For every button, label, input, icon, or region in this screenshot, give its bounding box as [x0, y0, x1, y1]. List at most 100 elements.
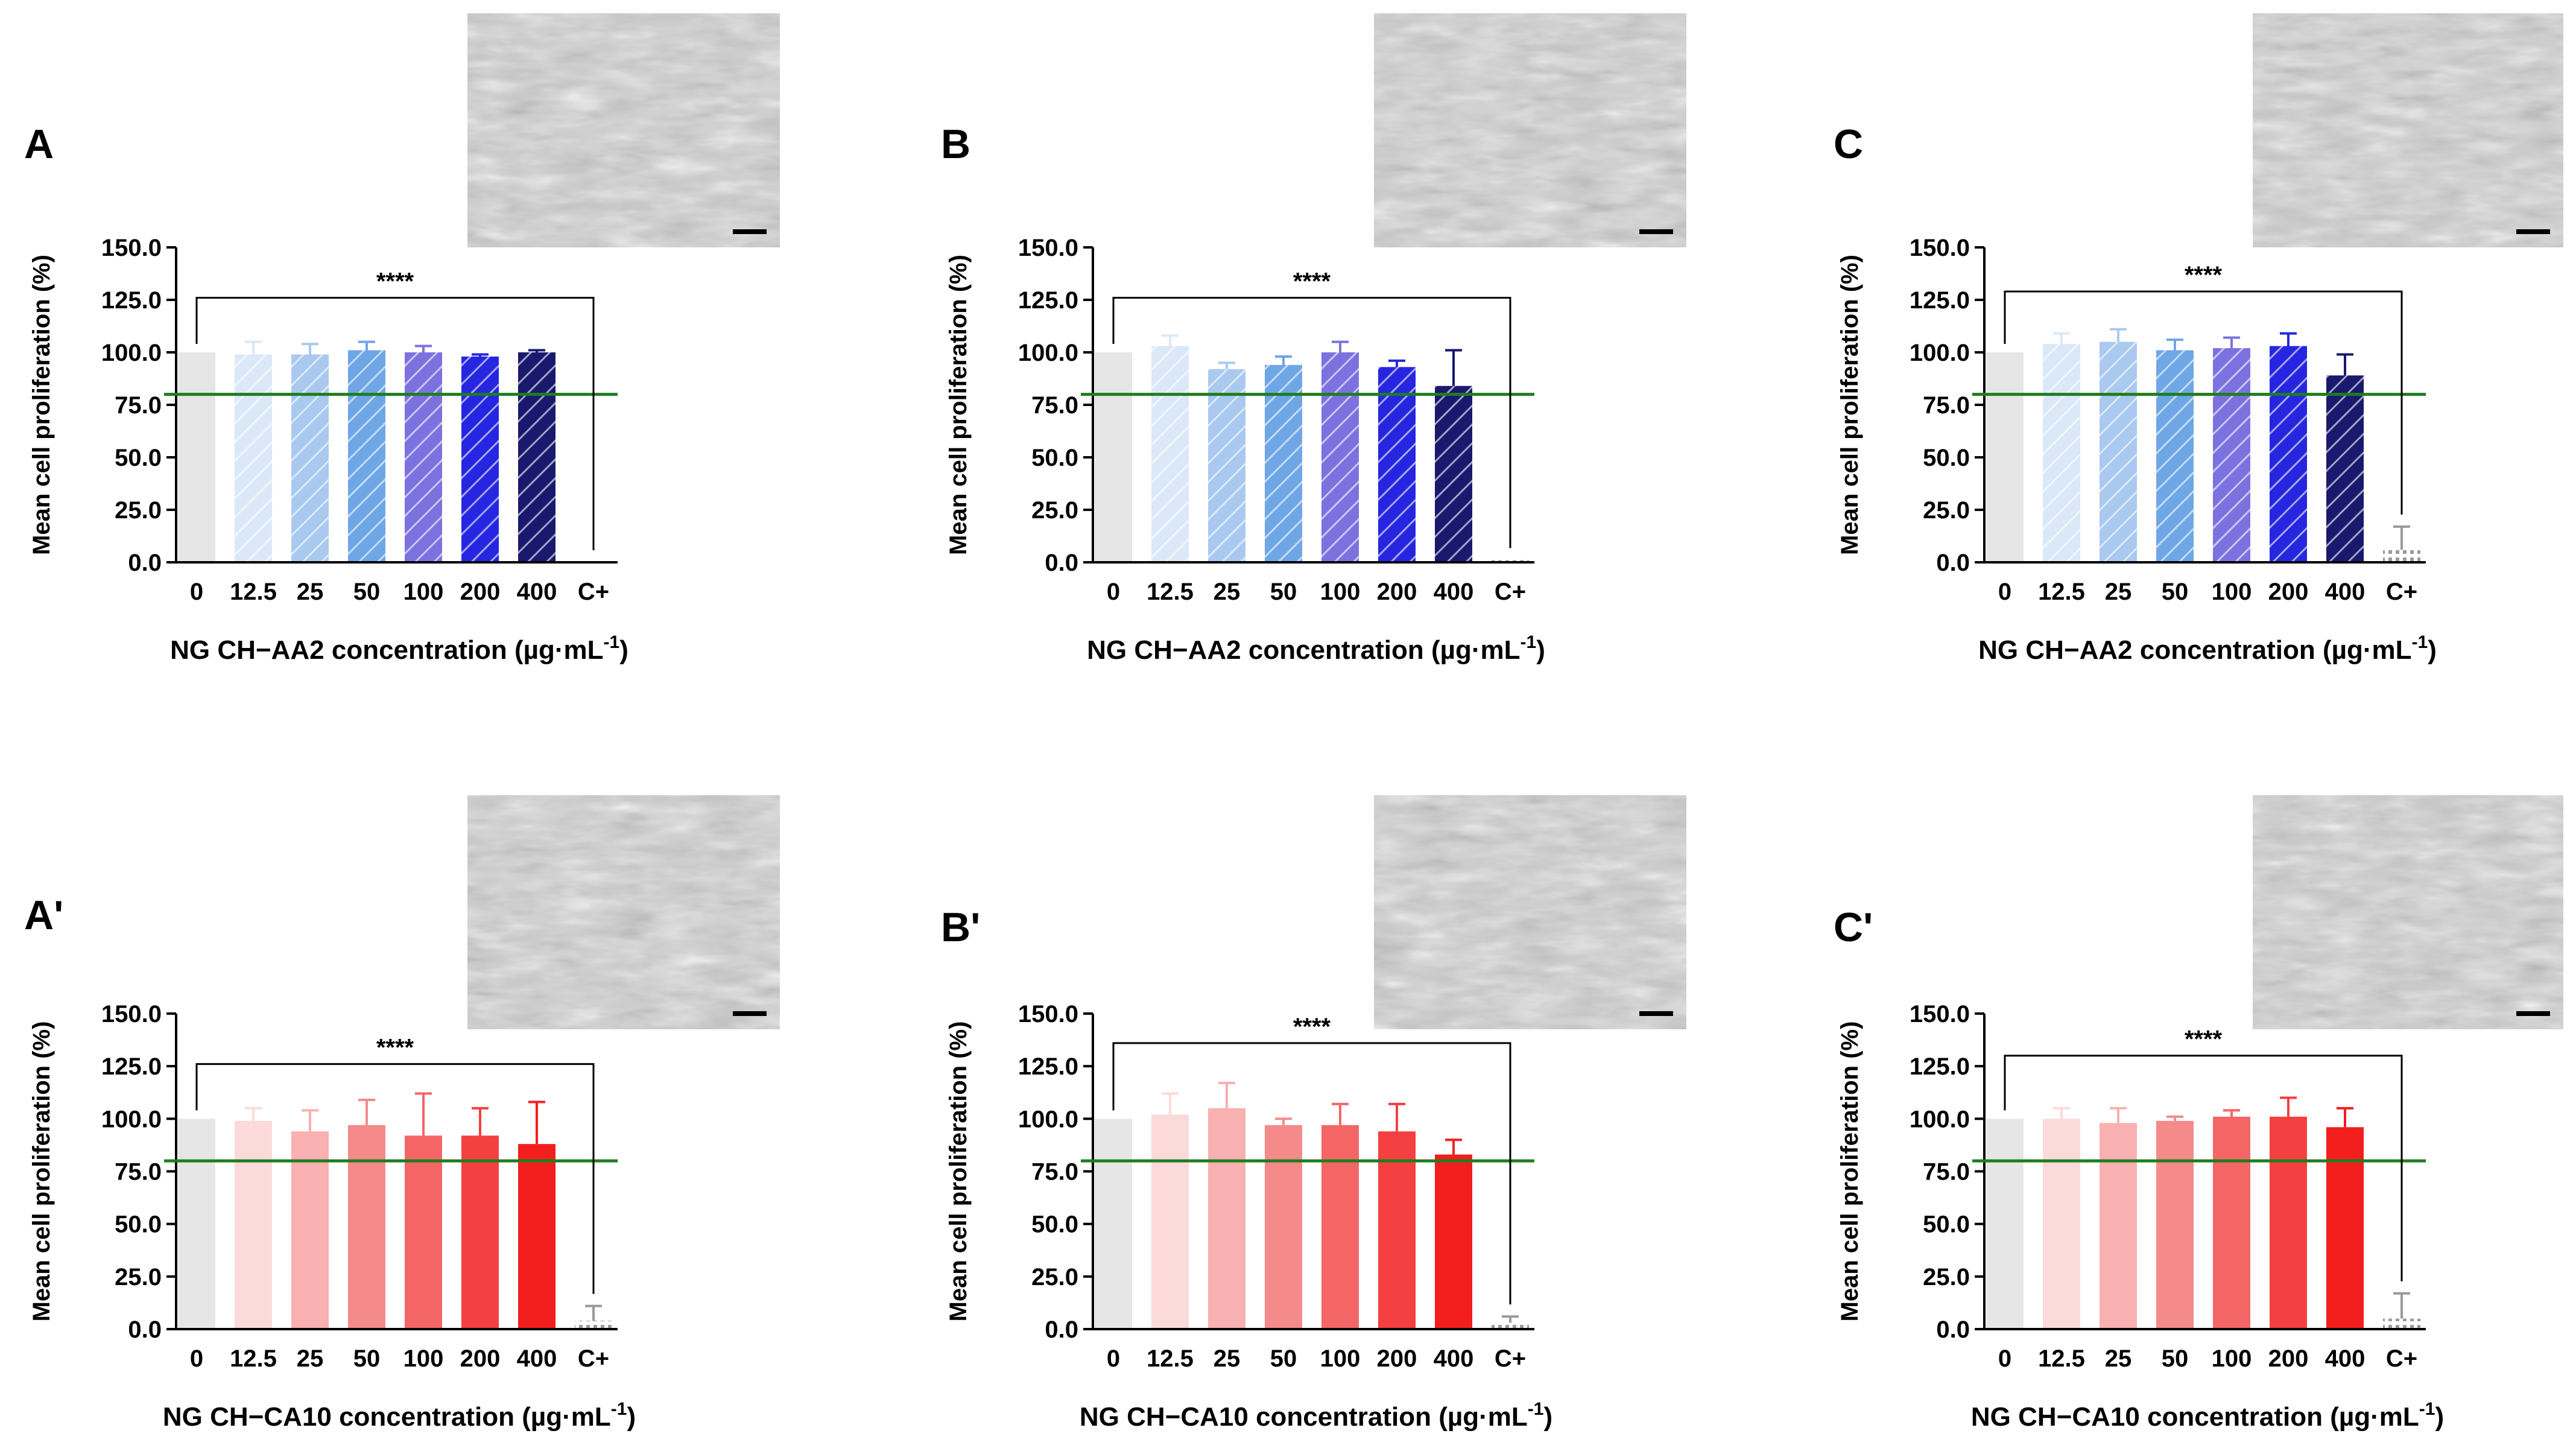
y-tick-label: 75.0 [1923, 1159, 1970, 1186]
x-tick-label: 25 [297, 579, 324, 605]
panel-letter: A' [24, 892, 63, 938]
y-tick-label: 125.0 [101, 287, 162, 314]
x-axis-title-main: NG CH−AA2 concentration (µg·mL [170, 635, 603, 665]
x-axis-title: NG CH−AA2 concentration (µg·mL-1) [1087, 632, 1545, 665]
x-tick-label: 0 [190, 1345, 203, 1372]
x-tick-label: 12.5 [1147, 579, 1194, 605]
bar-100 [1321, 1125, 1359, 1329]
y-tick-label: 100.0 [101, 1106, 162, 1132]
panel-b: B 0.0 25.0 50.0 75.0 100.0 125.0 150.0 Mean cell… [941, 13, 1686, 665]
x-tick-label: 200 [460, 579, 501, 605]
bar-hatch [2100, 341, 2137, 562]
x-tick-label: 50 [1270, 1345, 1297, 1372]
bar-0 [1095, 1119, 1132, 1329]
y-tick-label: 100.0 [1910, 1106, 1970, 1132]
significance-label: **** [376, 1035, 414, 1061]
bar-0 [1986, 352, 2024, 562]
x-axis-title: NG CH−CA10 concentration (µg·mL-1) [1971, 1399, 2444, 1432]
x-tick-label: 25 [297, 1345, 324, 1372]
y-tick-label: 75.0 [115, 392, 162, 419]
x-tick-label: C+ [1495, 579, 1526, 605]
bar-hatch [1208, 369, 1245, 562]
bar-400 [518, 1144, 555, 1329]
y-tick-label: 75.0 [1031, 392, 1078, 419]
significance-bracket [195, 1063, 595, 1294]
bar-0 [178, 1119, 215, 1329]
y-tick-label: 150.0 [101, 1001, 162, 1027]
panel-letter: C' [1834, 904, 1873, 950]
micrograph-texture [2253, 795, 2563, 1029]
x-axis-title: NG CH−CA10 concentration (µg·mL-1) [1080, 1399, 1552, 1432]
bar-50 [348, 1125, 385, 1329]
x-tick-label: 100 [1320, 1345, 1361, 1372]
x-tick-label: 100 [2212, 579, 2252, 605]
bar-hatch [405, 352, 442, 562]
y-tick-label: 25.0 [1923, 1264, 1970, 1291]
y-tick-label: 100.0 [101, 340, 162, 366]
y-tick-label: 75.0 [1923, 392, 1970, 419]
bar-25 [2100, 1123, 2137, 1329]
micrograph-texture [2253, 13, 2563, 247]
significance-bracket [1112, 297, 1511, 548]
x-tick-label: 25 [1214, 1345, 1241, 1372]
y-tick-label: 125.0 [1018, 1053, 1078, 1080]
bar-hatch [1151, 346, 1189, 562]
bar-hatch [518, 352, 555, 562]
y-tick-label: 150.0 [1018, 1001, 1078, 1027]
x-axis-title: NG CH−AA2 concentration (µg·mL-1) [170, 632, 628, 665]
bar-hatch [1378, 367, 1416, 562]
y-tick-label: 75.0 [115, 1159, 162, 1186]
bar-hatch [2043, 344, 2080, 562]
x-axis-title-main: NG CH−CA10 concentration (µg·mL [1080, 1402, 1528, 1432]
micrograph-texture [1374, 795, 1686, 1029]
bar-400 [2326, 1127, 2364, 1329]
significance-label: **** [1293, 268, 1331, 295]
x-tick-label: 25 [2105, 579, 2132, 605]
y-tick-label: 25.0 [1031, 1264, 1078, 1291]
y-tick-label: 125.0 [1910, 287, 1970, 314]
y-tick-label: 25.0 [115, 497, 162, 524]
x-axis-title-end: ) [2428, 635, 2437, 665]
micrograph-inset [1374, 13, 1686, 247]
x-tick-label: 400 [517, 1345, 557, 1372]
x-axis-title-main: NG CH−CA10 concentration (µg·mL [163, 1402, 611, 1432]
bar-hatch [235, 354, 272, 562]
x-tick-label: 25 [2105, 1345, 2132, 1372]
bar-50 [2156, 1120, 2194, 1329]
x-tick-label: 0 [1107, 1345, 1120, 1372]
x-tick-label: 50 [2162, 1345, 2189, 1372]
x-tick-label: 25 [1214, 579, 1241, 605]
scale-bar [1639, 229, 1673, 234]
bar-hatch [2270, 346, 2307, 562]
significance-bracket [2004, 290, 2403, 515]
x-tick-label: C+ [1495, 1345, 1526, 1372]
significance-label: **** [2185, 1026, 2223, 1053]
x-tick-label: 100 [1320, 579, 1361, 605]
y-tick-label: 50.0 [1031, 445, 1078, 471]
x-tick-label: 12.5 [230, 579, 277, 605]
x-axis-title-end: ) [1543, 1402, 1552, 1432]
x-axis-title-end: ) [627, 1402, 636, 1432]
bar-C+ [2383, 550, 2420, 562]
x-axis-title-end: ) [619, 635, 628, 665]
micrograph-inset [467, 13, 780, 247]
x-tick-label: 50 [2162, 579, 2189, 605]
y-tick-label: 0.0 [128, 550, 162, 576]
panel-c-prime: C' 0.0 25.0 50.0 75.0 100.0 125.0 150.0 Mean cel… [1834, 795, 2563, 1432]
x-tick-label: 50 [353, 579, 381, 605]
significance-bracket [2004, 1055, 2403, 1281]
scale-bar [2516, 1011, 2550, 1016]
x-axis-title-superscript: -1 [2412, 632, 2428, 652]
panel-letter: B' [941, 904, 980, 950]
bar-12.5 [235, 1120, 272, 1329]
x-tick-label: 0 [1998, 1345, 2011, 1372]
significance-label: **** [2185, 262, 2223, 288]
bar-200 [1378, 1131, 1416, 1329]
micrograph-inset [2253, 795, 2563, 1029]
y-tick-label: 125.0 [1910, 1053, 1970, 1080]
x-tick-label: C+ [578, 1345, 609, 1372]
bar-hatch [1265, 364, 1302, 562]
bar-100 [405, 1135, 442, 1329]
x-tick-label: C+ [2386, 579, 2417, 605]
scale-bar [733, 229, 767, 234]
